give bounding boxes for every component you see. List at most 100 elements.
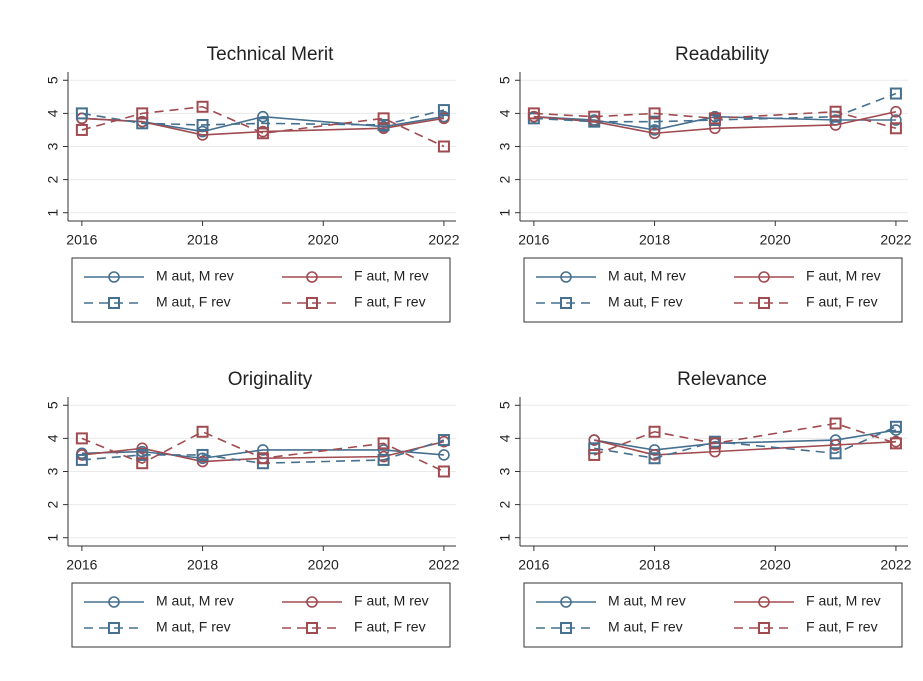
legend-marker [758,596,770,608]
panel-title: Readability [675,44,769,65]
legend-box [523,582,903,648]
marker [588,434,601,446]
legend-marker [306,596,318,608]
legend-label: F aut, M rev [354,593,429,609]
legend-label: M aut, F rev [156,619,231,635]
series-line [594,426,897,460]
y-tick-label: 4 [497,434,513,442]
marker [829,447,842,460]
marker [889,420,902,433]
series-line [81,430,445,473]
marker [648,127,661,140]
marker [136,457,149,470]
x-tick-label: 2020 [308,557,339,573]
series-line [533,110,897,130]
x-tick-label: 2016 [518,557,549,573]
panel-title: Originality [228,369,313,390]
legend-label: M aut, M rev [156,593,234,609]
legend-box [71,257,451,323]
legend-label: F aut, M rev [806,593,881,609]
legend-marker [560,271,572,283]
legend-label: F aut, M rev [806,268,881,284]
legend-label: M aut, M rev [608,268,686,284]
marker [136,107,149,120]
panel-title: Technical Merit [207,44,334,65]
x-tick-label: 2016 [518,232,549,248]
marker [890,105,902,118]
marker [256,452,269,465]
series-line [593,422,897,456]
series-line [594,439,896,456]
marker [588,448,601,461]
x-tick-label: 2022 [428,557,459,573]
marker [136,448,149,461]
y-tick-label: 4 [45,109,61,117]
legend-label: F aut, F rev [354,294,426,310]
series-line [533,115,896,131]
marker [257,444,269,456]
marker [829,105,842,118]
legend-marker [758,297,770,309]
x-tick-label: 2022 [428,232,459,248]
marker [75,453,88,466]
marker [588,442,601,455]
marker [648,124,661,136]
marker [75,107,88,120]
x-tick-label: 2016 [66,232,97,248]
marker [648,115,661,128]
marker [377,112,390,125]
marker [829,417,842,430]
legend-label: M aut, M rev [156,268,234,284]
marker [438,112,450,125]
y-tick-label: 5 [45,401,61,409]
marker [527,107,540,120]
marker [136,442,149,455]
legend-marker [108,271,120,283]
x-tick-label: 2016 [66,557,97,573]
legend-label: M aut, F rev [608,294,683,310]
legend-label: F aut, F rev [806,294,878,310]
legend-marker [108,622,120,634]
x-tick-label: 2018 [187,232,218,248]
legend-label: F aut, F rev [806,619,878,635]
y-tick-label: 2 [45,501,61,509]
y-tick-label: 4 [497,109,513,117]
x-tick-label: 2018 [187,557,218,573]
marker [889,87,902,100]
legend-marker [560,596,572,608]
legend-box [71,582,451,648]
legend-marker [306,271,318,283]
marker [377,118,390,131]
y-tick-label: 1 [497,209,513,217]
y-tick-label: 4 [45,434,61,442]
legend-label: M aut, M rev [608,593,686,609]
y-tick-label: 3 [497,467,513,475]
marker [708,437,721,450]
y-tick-label: 3 [45,142,61,150]
marker [889,437,902,450]
series-line [533,92,897,123]
x-tick-label: 2022 [880,232,911,248]
marker [437,434,450,447]
y-tick-label: 1 [45,534,61,542]
marker [648,107,661,120]
y-tick-label: 5 [45,76,61,84]
marker [377,453,390,466]
marker [890,114,902,126]
marker [648,425,661,438]
marker [437,465,450,478]
y-tick-label: 3 [45,467,61,475]
legend-marker [560,622,572,634]
marker [196,425,209,438]
marker [437,104,450,117]
marker [829,119,842,131]
y-tick-label: 3 [497,142,513,150]
legend-label: F aut, F rev [354,619,426,635]
series-line [81,109,445,126]
marker [437,140,450,153]
y-tick-label: 2 [45,176,61,184]
marker [196,100,209,113]
marker [257,110,269,123]
